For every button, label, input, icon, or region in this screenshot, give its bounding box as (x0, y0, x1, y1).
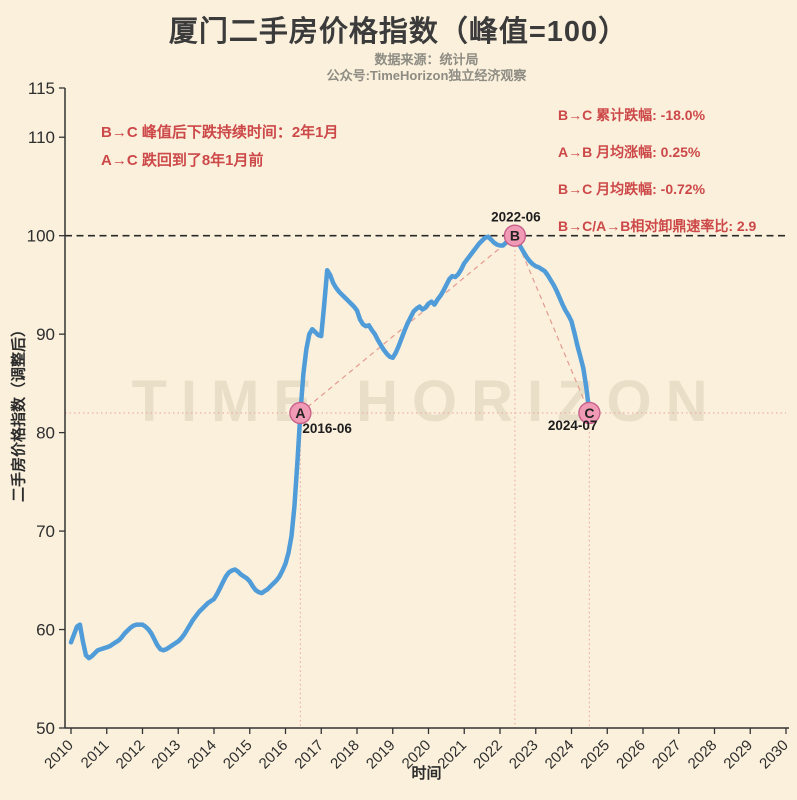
x-tick-label: 2021 (434, 737, 470, 773)
annotation-rate-ratio: B→C/A→B相对卸鼎速率比: 2.9 (558, 218, 757, 234)
svg-text:2023: 2023 (506, 737, 542, 773)
page-title: 厦门二手房价格指数（峰值=100） (168, 16, 629, 48)
wechat-account-subtitle: 公众号:TimeHorizon独立经济观察 (326, 68, 527, 83)
svg-text:2027: 2027 (649, 737, 685, 773)
annotation-monthly-rise: A→B 月均涨幅: 0.25% (558, 144, 701, 160)
x-tick-label: 2027 (649, 737, 685, 773)
svg-text:2013: 2013 (148, 737, 184, 773)
svg-text:2020: 2020 (399, 737, 435, 773)
svg-text:2029: 2029 (720, 737, 756, 773)
annotation-fallback-years: A→C 跌回到了8年1月前 (101, 152, 264, 169)
svg-text:2028: 2028 (685, 737, 721, 773)
x-tick-label: 2023 (506, 737, 542, 773)
svg-text:2011: 2011 (78, 737, 113, 772)
svg-text:2014: 2014 (184, 737, 220, 773)
svg-text:2017: 2017 (291, 737, 327, 773)
svg-text:2018: 2018 (327, 737, 363, 773)
x-tick-label: 2029 (720, 737, 756, 773)
svg-text:2026: 2026 (613, 737, 649, 773)
y-tick-label: 60 (36, 621, 55, 640)
date-label-B: 2022-06 (491, 210, 541, 225)
date-label-A: 2016-06 (302, 421, 352, 436)
marker-letter-A: A (295, 405, 305, 421)
x-tick-label: 2020 (399, 737, 435, 773)
y-tick-label: 80 (36, 424, 55, 443)
x-tick-label: 2014 (184, 737, 220, 773)
data-source-subtitle: 数据来源：统计局 (374, 52, 479, 67)
y-tick-label: 50 (36, 719, 55, 738)
annotation-duration: B→C 峰值后下跌持续时间：2年1月 (101, 124, 339, 141)
x-tick-label: 2026 (613, 737, 649, 773)
x-tick-label: 2024 (542, 737, 578, 773)
x-tick-label: 2028 (685, 737, 721, 773)
x-tick-label: 2012 (113, 737, 149, 773)
marker-C (578, 401, 601, 425)
svg-text:2012: 2012 (113, 737, 149, 773)
svg-text:2016: 2016 (256, 737, 292, 773)
x-tick-label: 2011 (78, 737, 113, 772)
svg-text:2019: 2019 (363, 737, 399, 773)
x-tick-label: 2017 (291, 737, 327, 773)
marker-letter-C: C (584, 405, 594, 421)
svg-text:2010: 2010 (41, 737, 77, 773)
annotation-cumulative-drop: B→C 累计跌幅: -18.0% (558, 107, 706, 123)
x-tick-label: 2025 (577, 737, 613, 773)
date-label-C: 2024-07 (548, 418, 598, 433)
svg-text:2024: 2024 (542, 737, 578, 773)
svg-text:2015: 2015 (220, 737, 256, 773)
y-tick-label: 110 (28, 128, 55, 147)
svg-text:2030: 2030 (756, 737, 792, 773)
marker-B (503, 224, 527, 247)
annotation-block-right: B→C 累计跌幅: -18.0% A→B 月均涨幅: 0.25% B→C 月均跌… (558, 105, 756, 253)
svg-text:2022: 2022 (470, 737, 506, 773)
x-tick-label: 2010 (41, 737, 77, 773)
x-tick-label: 2022 (470, 737, 506, 773)
x-tick-label: 2013 (148, 737, 184, 773)
annotation-monthly-drop: B→C 月均跌幅: -0.72% (558, 181, 706, 197)
marker-letter-B: B (510, 228, 520, 244)
y-tick-label: 100 (27, 227, 55, 246)
x-tick-label: 2030 (756, 737, 792, 773)
svg-text:2025: 2025 (577, 737, 613, 773)
x-tick-label: 2015 (220, 737, 256, 773)
y-tick-label: 90 (36, 325, 55, 344)
svg-text:2021: 2021 (434, 737, 470, 773)
annotation-block-left: B→C 峰值后下跌持续时间：2年1月 A→C 跌回到了8年1月前 (101, 119, 339, 175)
x-tick-label: 2016 (256, 737, 292, 773)
abc-connector-line (300, 234, 590, 414)
x-axis-title: 时间 (411, 765, 442, 782)
marker-A (289, 401, 312, 425)
x-tick-label: 2018 (327, 737, 363, 773)
x-tick-label: 2019 (363, 737, 399, 773)
price-line (68, 233, 592, 661)
y-tick-label: 70 (36, 522, 55, 541)
y-tick-label: 115 (28, 79, 55, 98)
